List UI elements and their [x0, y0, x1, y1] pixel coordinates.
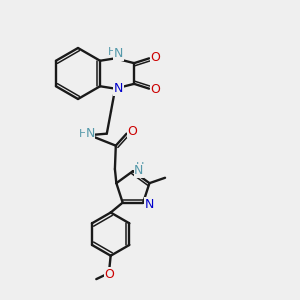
Text: O: O [150, 51, 160, 64]
Text: O: O [104, 268, 114, 281]
Text: O: O [150, 83, 160, 96]
Text: N: N [114, 82, 124, 95]
Text: O: O [128, 125, 137, 138]
Text: N: N [114, 47, 124, 60]
Text: N: N [85, 127, 95, 140]
Text: H: H [136, 162, 145, 172]
Text: H: H [107, 47, 116, 57]
Text: H: H [79, 129, 87, 139]
Text: N: N [145, 198, 154, 211]
Text: N: N [134, 164, 144, 177]
